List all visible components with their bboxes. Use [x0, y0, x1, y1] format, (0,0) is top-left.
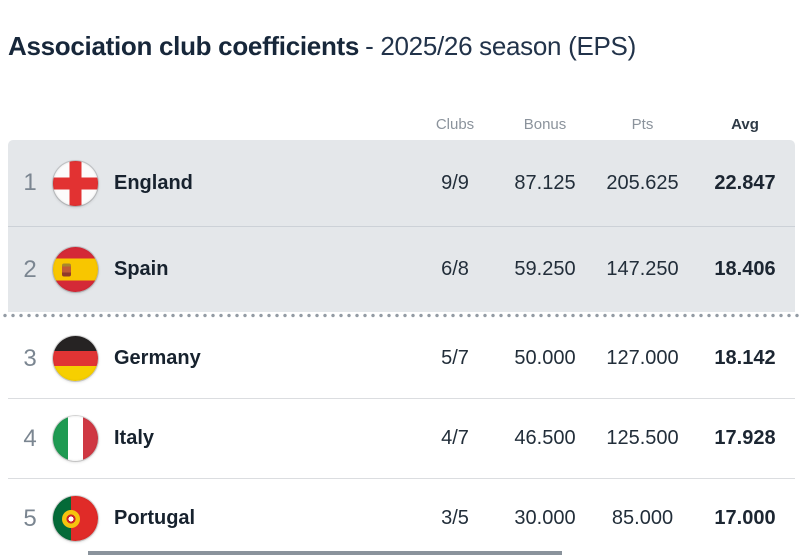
qualification-cutoff-divider: [0, 312, 800, 319]
coefficients-table: Clubs Bonus Pts Avg 1 England 9/9 87.125…: [0, 108, 800, 555]
clubs-value: 4/7: [441, 427, 469, 449]
clubs-value: 6/8: [441, 258, 469, 280]
flag-cell: [52, 416, 114, 461]
table-row-italy[interactable]: 4 Italy 4/7 46.500 125.500 17.928: [8, 399, 795, 479]
pts-value: 205.625: [606, 171, 679, 194]
bonus-value: 50.000: [514, 347, 576, 369]
country-name: Portugal: [114, 507, 196, 529]
country-name: Italy: [114, 427, 155, 449]
bonus-value: 46.500: [514, 427, 576, 449]
clubs-value: 5/7: [441, 347, 469, 369]
avg-value: 17.928: [714, 427, 776, 449]
rank-number: 5: [23, 504, 37, 532]
country-name: Germany: [114, 347, 201, 369]
spain-flag-icon: [53, 247, 98, 292]
avg-value: 18.142: [714, 347, 776, 369]
col-header-clubs: Clubs: [435, 115, 475, 133]
table-header-row: Clubs Bonus Pts Avg: [8, 108, 795, 140]
qualification-zone-block: 1 England 9/9 87.125 205.625 22.847 2 Sp…: [8, 140, 795, 312]
italy-flag-icon: [53, 416, 98, 461]
germany-flag-icon: [53, 336, 98, 381]
flag-cell: [52, 247, 114, 292]
col-header-bonus: Bonus: [523, 115, 567, 133]
country-name: England: [114, 171, 193, 194]
bonus-value: 87.125: [514, 171, 576, 194]
rank-number: 3: [23, 344, 37, 372]
england-flag-icon: [53, 160, 98, 206]
page-title-main: Association club coefficients: [8, 31, 360, 61]
clubs-value: 9/9: [441, 171, 469, 194]
pts-value: 127.000: [606, 347, 679, 369]
country-name: Spain: [114, 258, 169, 280]
pts-value: 125.500: [606, 427, 679, 449]
pts-value: 147.250: [606, 258, 679, 280]
rank-number: 1: [23, 169, 37, 196]
bonus-value: 30.000: [514, 507, 576, 529]
bonus-value: 59.250: [514, 258, 576, 280]
avg-value: 22.847: [714, 171, 776, 194]
table-row-england[interactable]: 1 England 9/9 87.125 205.625 22.847: [8, 140, 795, 226]
portugal-flag-icon: [53, 496, 98, 541]
flag-cell: [52, 336, 114, 381]
cropped-next-element-edge: [88, 551, 562, 555]
avg-value: 18.406: [714, 258, 776, 280]
table-row-portugal[interactable]: 5 Portugal 3/5 30.000 85.000 17.000: [8, 479, 795, 555]
flag-cell: [52, 160, 114, 206]
table-row-spain[interactable]: 2 Spain 6/8 59.250 147.250 18.406: [8, 226, 795, 312]
clubs-value: 3/5: [441, 507, 469, 529]
page-title-suffix: - 2025/26 season (EPS): [365, 31, 636, 61]
pts-value: 85.000: [611, 507, 674, 529]
table-row-germany[interactable]: 3 Germany 5/7 50.000 127.000 18.142: [8, 319, 795, 399]
avg-value: 17.000: [714, 507, 776, 529]
rank-number: 2: [23, 255, 37, 283]
col-header-pts: Pts: [631, 115, 654, 133]
flag-cell: [52, 496, 114, 541]
rank-number: 4: [23, 424, 37, 452]
page-title: Association club coefficients - 2025/26 s…: [8, 30, 636, 63]
col-header-avg: Avg: [731, 115, 759, 133]
